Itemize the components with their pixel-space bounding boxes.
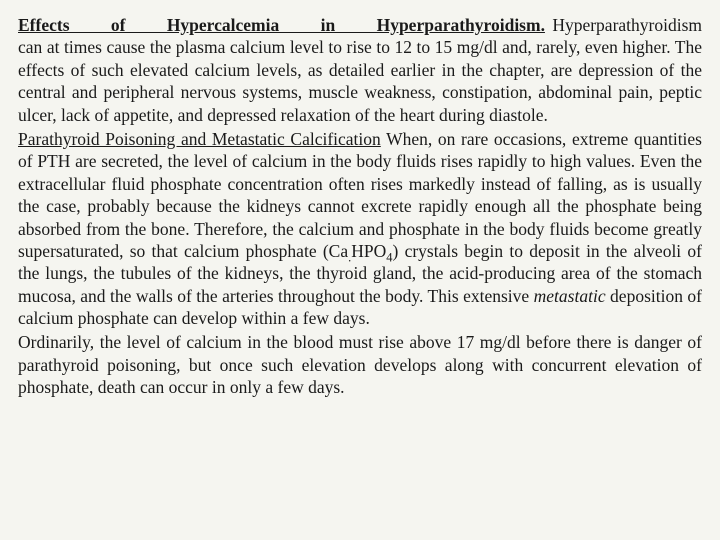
section-title-2: Parathyroid Poisoning and Metastatic Cal… xyxy=(18,129,381,149)
paragraph-3-body: Ordinarily, the level of calcium in the … xyxy=(18,332,702,397)
paragraph-2-mid1: HPO xyxy=(351,241,386,261)
paragraph-1: Effects of Hypercalcemia in Hyperparathy… xyxy=(18,14,702,126)
document-page: Effects of Hypercalcemia in Hyperparathy… xyxy=(0,0,720,540)
section-title-1: Effects of Hypercalcemia in Hyperparathy… xyxy=(18,15,545,35)
paragraph-3: Ordinarily, the level of calcium in the … xyxy=(18,331,702,398)
paragraph-2: Parathyroid Poisoning and Metastatic Cal… xyxy=(18,128,702,330)
italic-term: metastatic xyxy=(534,286,606,306)
